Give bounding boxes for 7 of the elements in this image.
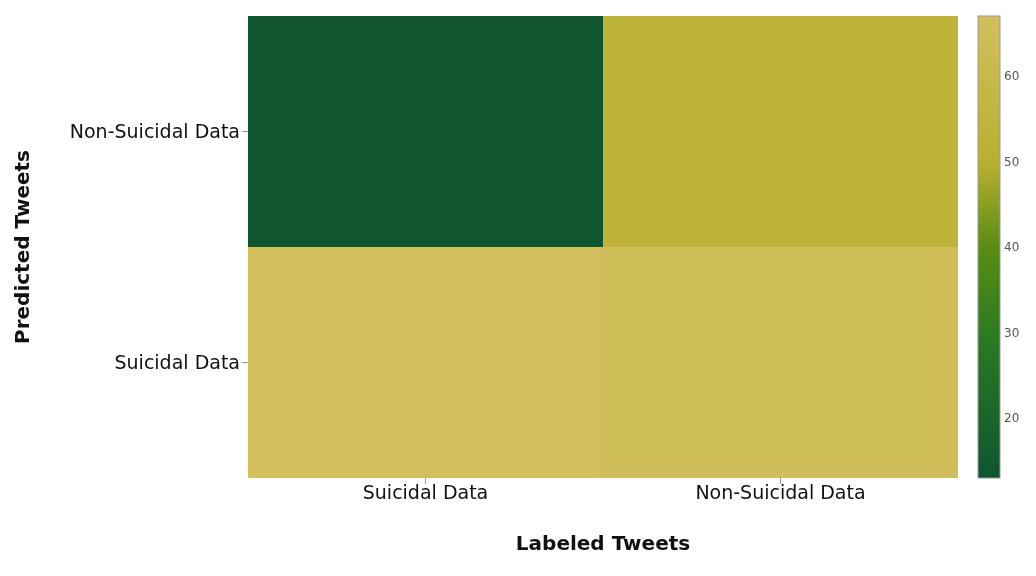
x-axis-title: Labeled Tweets [515, 531, 691, 555]
y-axis-title: Predicted Tweets [10, 149, 35, 345]
color-bar-label: 20 [1004, 411, 1020, 426]
color-bar-label: 30 [1004, 325, 1020, 340]
color-bar-label: 50 [1004, 154, 1020, 169]
color-bar-label: 40 [1004, 240, 1020, 255]
color-bar-label: 60 [1004, 69, 1020, 84]
